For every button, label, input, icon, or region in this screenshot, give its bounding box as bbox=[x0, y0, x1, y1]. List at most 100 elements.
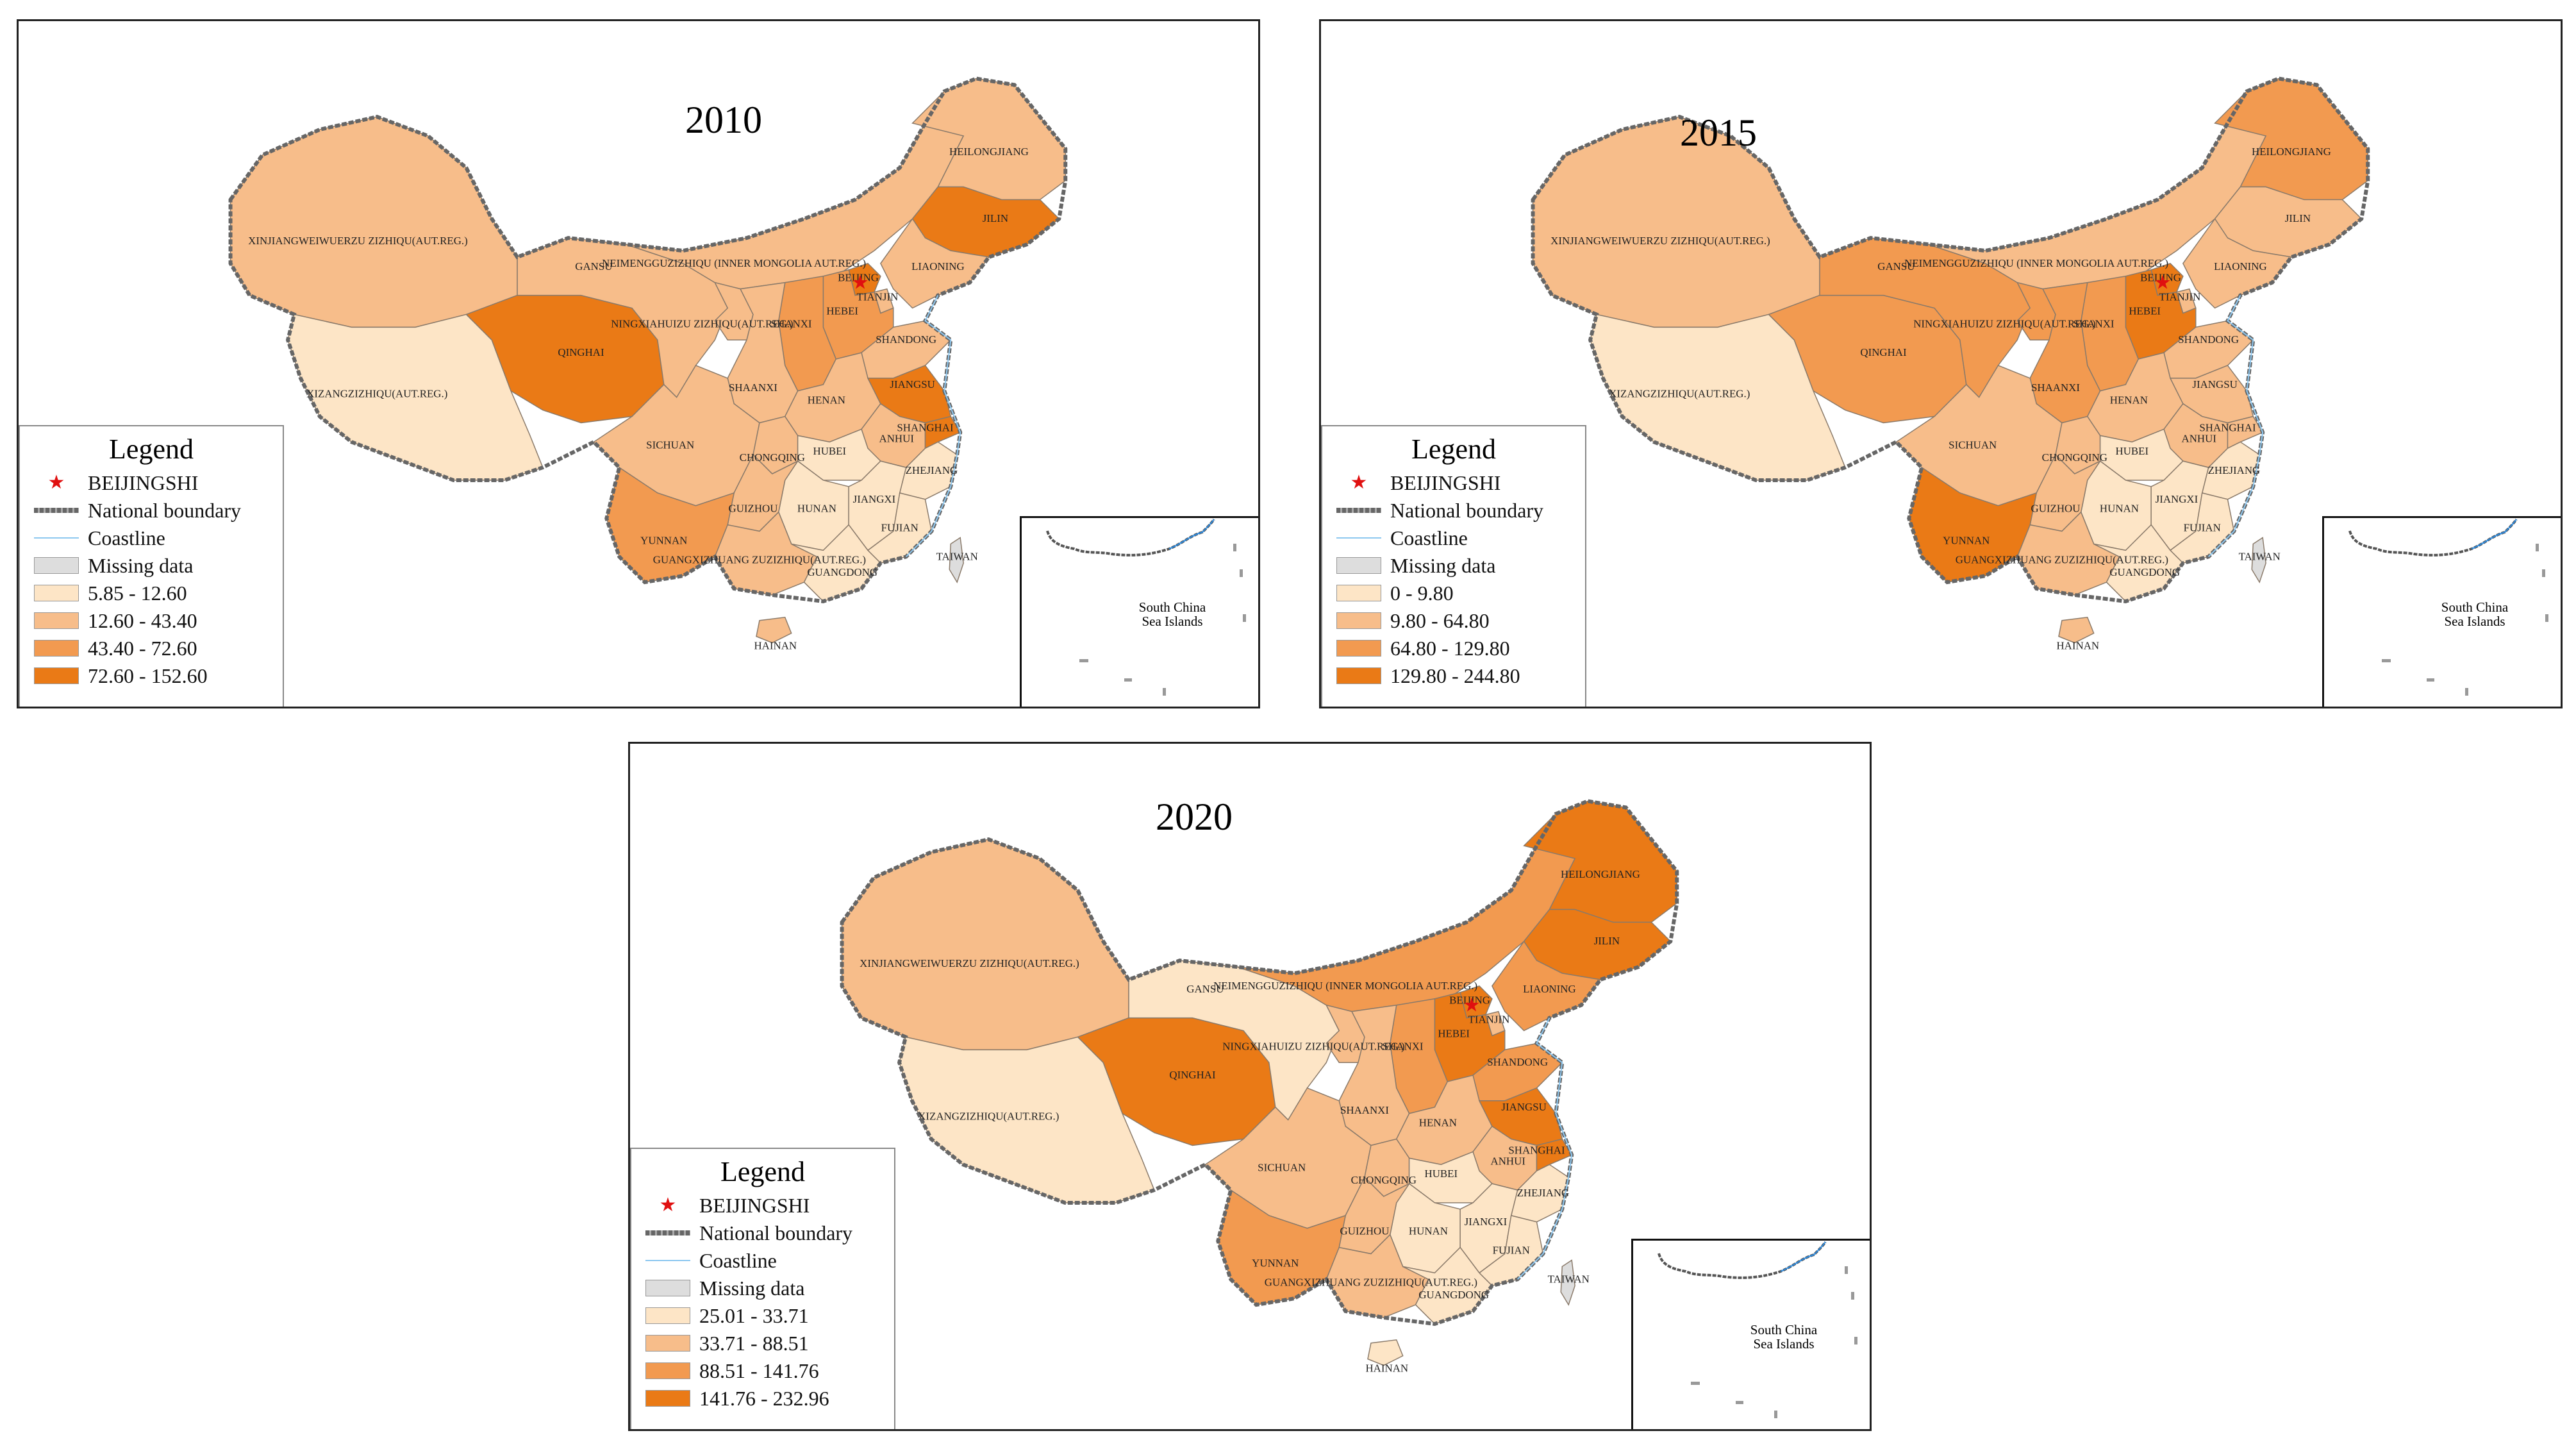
province-label-heilongjiang: HEILONGJIANG bbox=[1561, 868, 1640, 880]
province-label-tianjin: TIANJIN bbox=[2159, 291, 2201, 303]
province-label-fujian: FUJIAN bbox=[881, 522, 918, 534]
province-shanghai bbox=[1536, 1138, 1573, 1172]
province-label-shanghai: SHANGHAI bbox=[2199, 421, 2256, 433]
province-label-jiangsu: JIANGSU bbox=[1501, 1101, 1546, 1113]
province-label-guizhou: GUIZHOU bbox=[729, 503, 778, 515]
province-label-ningxia: NINGXIAHUIZU ZIZHIQU(AUT.REG.) bbox=[1913, 317, 2095, 330]
province-label-anhui: ANHUI bbox=[2182, 432, 2217, 444]
province-taiwan bbox=[949, 537, 964, 583]
legend-class-2: 12.60 - 43.40 bbox=[34, 609, 197, 632]
province-label-guangxi: GUANGXIZHUANG ZUZIZHIQU(AUT.REG.) bbox=[653, 553, 866, 565]
province-label-tianjin: TIANJIN bbox=[1468, 1014, 1510, 1026]
province-taiwan bbox=[1560, 1259, 1575, 1306]
legend-2010: Legend ★ BEIJINGSHI National boundary Coa… bbox=[19, 425, 284, 707]
province-label-beijing: BEIJING bbox=[838, 272, 879, 284]
province-label-heilongjiang: HEILONGJIANG bbox=[2252, 146, 2331, 158]
missing-swatch bbox=[645, 1280, 690, 1296]
coastline bbox=[1517, 1018, 1573, 1280]
province-label-yunnan: YUNNAN bbox=[1943, 534, 1990, 546]
province-label-xizang: XIZANGZIZHIQU(AUT.REG.) bbox=[1609, 388, 1750, 400]
province-label-shaanxi: SHAANXI bbox=[1340, 1104, 1389, 1116]
legend-class-1: 0 - 9.80 bbox=[1336, 582, 1454, 605]
province-label-anhui: ANHUI bbox=[1491, 1155, 1526, 1167]
capital-star-icon: ★ bbox=[1463, 995, 1481, 1016]
coastline bbox=[905, 295, 961, 558]
province-label-neimenggu: NEIMENGGUZIZHIQU (INNER MONGOLIA AUT.REG… bbox=[1213, 980, 1477, 992]
legend-class-3: 64.80 - 129.80 bbox=[1336, 637, 1510, 660]
province-label-henan: HENAN bbox=[2110, 394, 2148, 406]
province-label-gansu: GANSU bbox=[575, 260, 612, 272]
legend-coastline-row: Coastline bbox=[34, 526, 165, 549]
south-china-sea-inset-2020: South China Sea Islands bbox=[1631, 1239, 1870, 1429]
class-4-swatch bbox=[1336, 667, 1381, 684]
province-label-sichuan: SICHUAN bbox=[1258, 1161, 1306, 1173]
province-label-hebei: HEBEI bbox=[826, 305, 858, 317]
province-label-guizhou: GUIZHOU bbox=[2031, 503, 2081, 515]
province-label-jilin: JILIN bbox=[2285, 212, 2311, 224]
class-4-swatch bbox=[645, 1390, 690, 1407]
province-label-xinjiang: XINJIANGWEIWUERZU ZIZHIQU(AUT.REG.) bbox=[248, 235, 468, 247]
south-china-sea-inset-2015: South China Sea Islands bbox=[2322, 516, 2561, 707]
province-label-neimenggu: NEIMENGGUZIZHIQU (INNER MONGOLIA AUT.REG… bbox=[1904, 257, 2168, 269]
province-label-yunnan: YUNNAN bbox=[640, 534, 687, 546]
class-2-swatch bbox=[34, 612, 79, 629]
province-label-shaanxi: SHAANXI bbox=[729, 381, 777, 394]
legend-title: Legend bbox=[109, 433, 194, 465]
province-label-jiangxi: JIANGXI bbox=[2156, 493, 2198, 505]
legend-2015: Legend ★ BEIJINGSHI National boundary Coa… bbox=[1321, 425, 1586, 707]
province-label-xinjiang: XINJIANGWEIWUERZU ZIZHIQU(AUT.REG.) bbox=[860, 957, 1079, 969]
class-3-swatch bbox=[645, 1362, 690, 1379]
province-label-guizhou: GUIZHOU bbox=[1340, 1225, 1390, 1237]
province-label-guangdong: GUANGDONG bbox=[807, 566, 877, 578]
map-year-2020: 2020 bbox=[1156, 796, 1233, 838]
china-map-2020: XINJIANGWEIWUERZU ZIZHIQU(AUT.REG.) XIZAN… bbox=[840, 799, 1679, 1375]
map-panel-2020: XINJIANGWEIWUERZU ZIZHIQU(AUT.REG.) XIZAN… bbox=[628, 742, 1872, 1431]
legend-title: Legend bbox=[1411, 433, 1496, 465]
inset-map bbox=[1046, 518, 1246, 696]
province-label-ningxia: NINGXIAHUIZU ZIZHIQU(AUT.REG.) bbox=[611, 317, 793, 330]
province-label-shandong: SHANDONG bbox=[876, 333, 936, 346]
inset-label: South China Sea Islands bbox=[2441, 599, 2509, 630]
province-label-guangxi: GUANGXIZHUANG ZUZIZHIQU(AUT.REG.) bbox=[1956, 553, 2168, 565]
legend-boundary-row: National boundary bbox=[34, 499, 241, 522]
province-label-guangdong: GUANGDONG bbox=[1418, 1289, 1489, 1301]
province-label-shanxi: SHANXI bbox=[1383, 1040, 1424, 1052]
province-label-hebei: HEBEI bbox=[2129, 305, 2161, 317]
province-label-sichuan: SICHUAN bbox=[1949, 439, 1997, 451]
province-label-jiangxi: JIANGXI bbox=[1465, 1216, 1508, 1228]
province-label-hubei: HUBEI bbox=[2116, 445, 2149, 457]
legend-boundary-row: National boundary bbox=[1336, 499, 1543, 522]
legend-class-4: 141.76 - 232.96 bbox=[645, 1387, 829, 1410]
legend-class-2: 9.80 - 64.80 bbox=[1336, 609, 1490, 632]
province-label-gansu: GANSU bbox=[1186, 983, 1224, 995]
province-label-qinghai: QINGHAI bbox=[558, 346, 604, 358]
class-2-swatch bbox=[645, 1335, 690, 1352]
province-label-hubei: HUBEI bbox=[813, 445, 847, 457]
province-label-gansu: GANSU bbox=[1877, 260, 1915, 272]
province-label-hainan: HAINAN bbox=[754, 640, 797, 652]
province-label-jiangsu: JIANGSU bbox=[2192, 378, 2237, 390]
legend-missing-row: Missing data bbox=[1336, 554, 1495, 577]
province-label-xizang: XIZANGZIZHIQU(AUT.REG.) bbox=[918, 1110, 1059, 1123]
province-label-hainan: HAINAN bbox=[1365, 1362, 1408, 1375]
province-label-hebei: HEBEI bbox=[1438, 1027, 1470, 1039]
province-label-liaoning: LIAONING bbox=[911, 260, 965, 272]
province-label-guangxi: GUANGXIZHUANG ZUZIZHIQU(AUT.REG.) bbox=[1265, 1276, 1477, 1288]
province-label-jiangsu: JIANGSU bbox=[890, 378, 935, 390]
province-hainan bbox=[756, 616, 792, 644]
legend-missing-row: Missing data bbox=[645, 1277, 804, 1300]
star-icon: ★ bbox=[1350, 472, 1368, 493]
class-3-swatch bbox=[34, 640, 79, 657]
province-label-taiwan: TAIWAN bbox=[936, 550, 978, 562]
province-label-jilin: JILIN bbox=[1594, 935, 1620, 947]
province-label-xizang: XIZANGZIZHIQU(AUT.REG.) bbox=[306, 388, 447, 400]
province-label-chongqing: CHONGQING bbox=[740, 451, 805, 464]
province-label-zhejiang: ZHEJIANG bbox=[1517, 1187, 1570, 1199]
province-label-zhejiang: ZHEJIANG bbox=[2208, 464, 2261, 476]
legend-class-1: 5.85 - 12.60 bbox=[34, 582, 187, 605]
province-label-tianjin: TIANJIN bbox=[857, 291, 899, 303]
province-label-shanghai: SHANGHAI bbox=[1508, 1144, 1565, 1156]
legend-class-3: 43.40 - 72.60 bbox=[34, 637, 197, 660]
province-label-neimenggu: NEIMENGGUZIZHIQU (INNER MONGOLIA AUT.REG… bbox=[602, 257, 866, 269]
south-china-sea-inset-2010: South China Sea Islands bbox=[1020, 516, 1258, 707]
